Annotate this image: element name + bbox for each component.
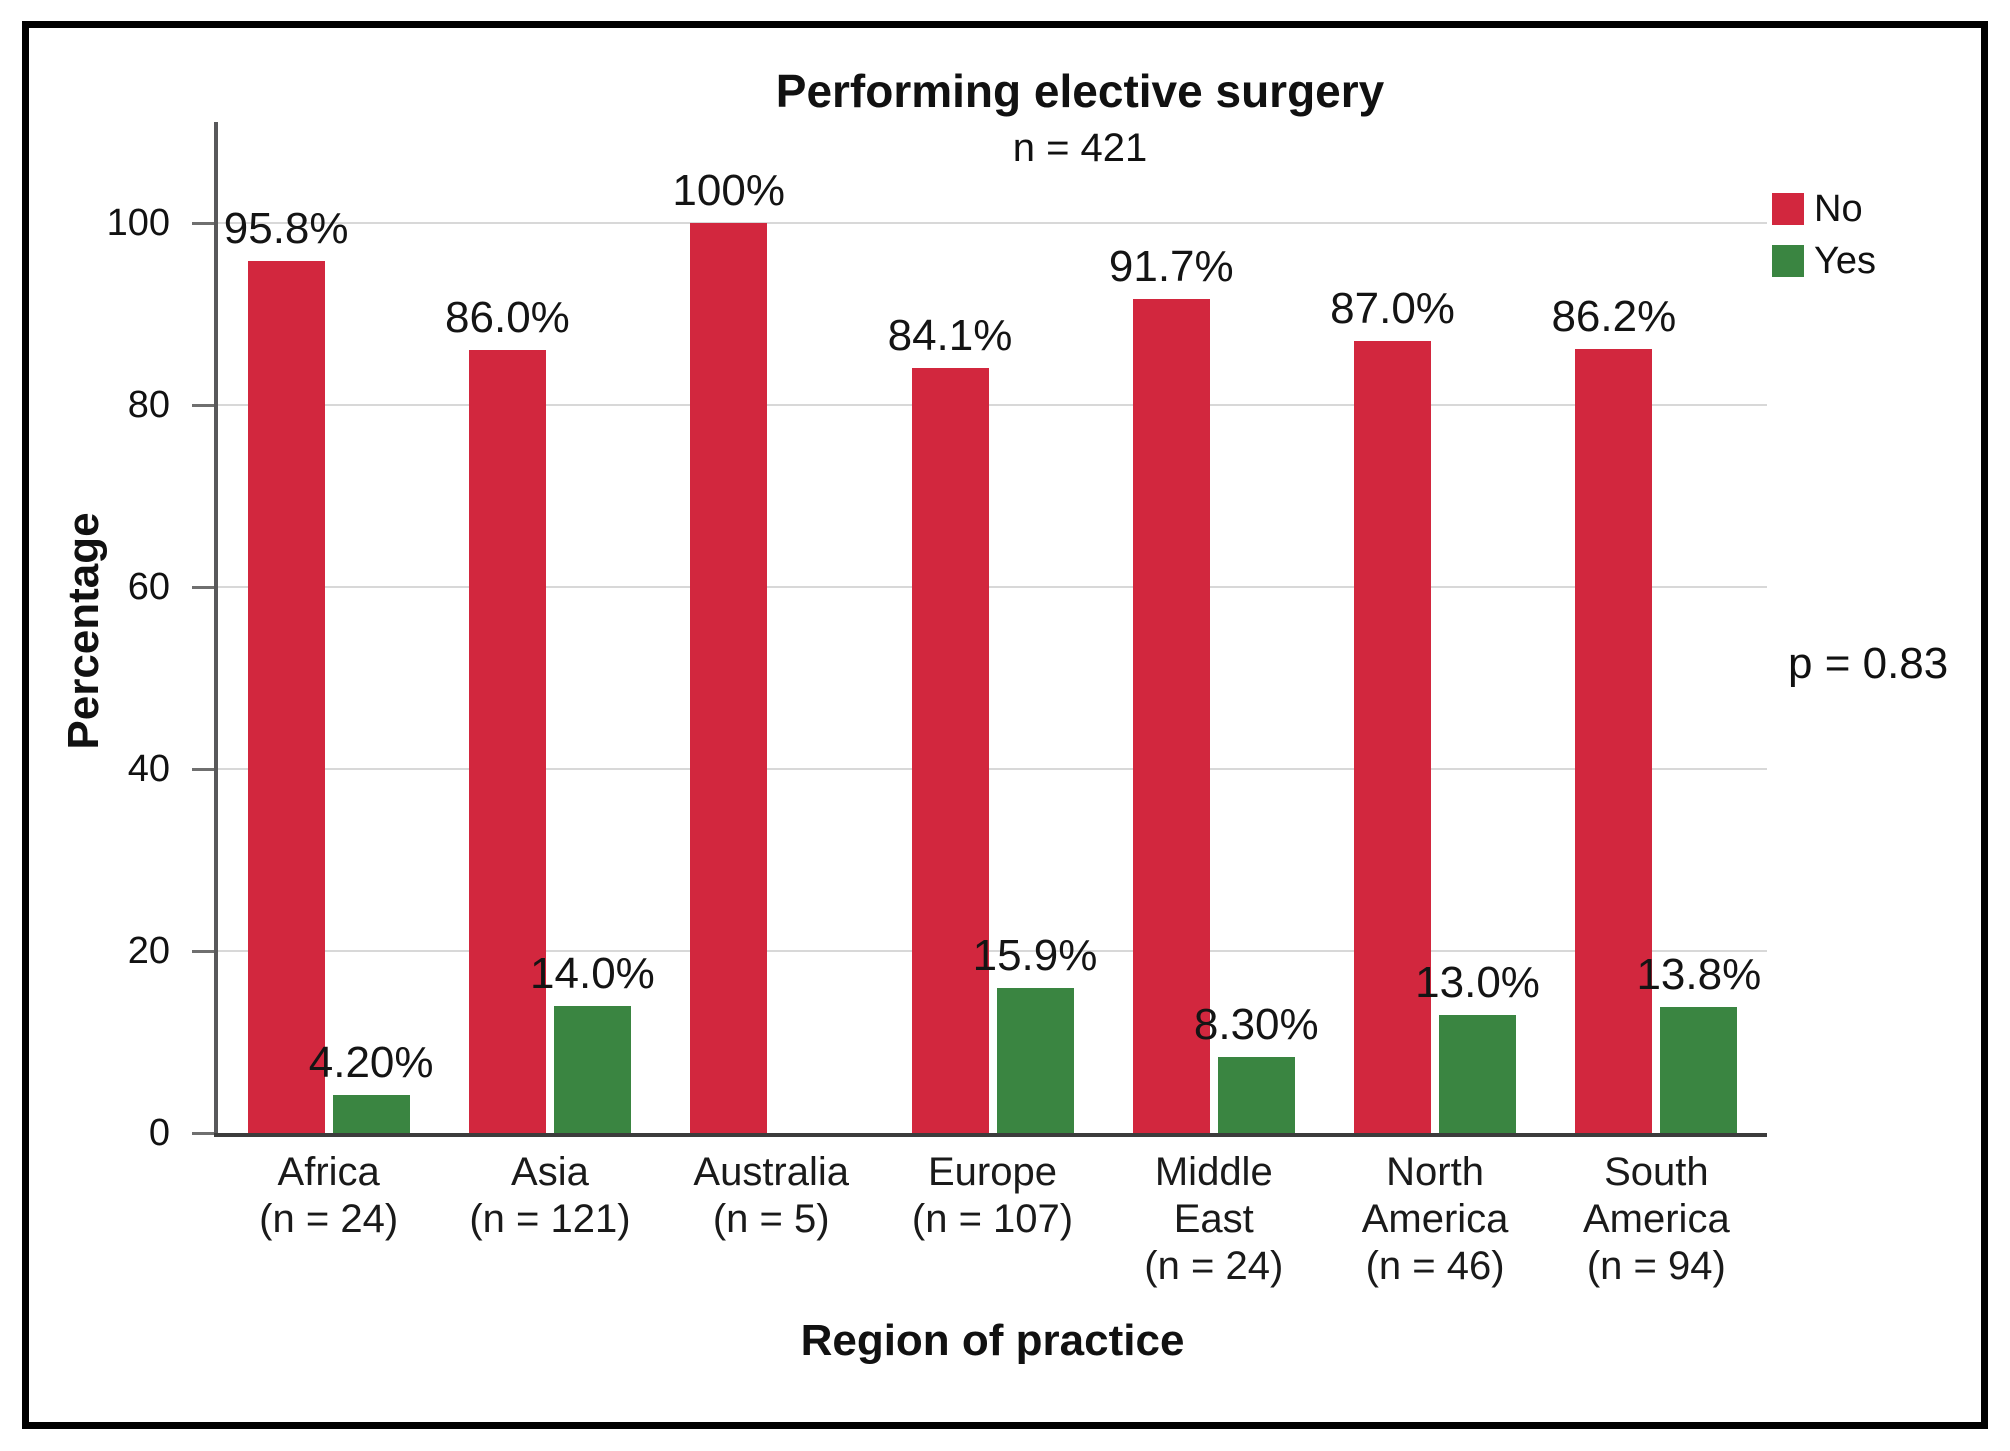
bar-yes: [553, 1005, 631, 1133]
legend-swatch-yes: [1772, 245, 1804, 277]
bar-value-label: 15.9%: [972, 931, 1098, 981]
bar-no: [1354, 341, 1432, 1133]
bar-no: [468, 350, 546, 1133]
bar-yes: [1660, 1007, 1738, 1133]
y-tick-label: 100: [106, 202, 170, 244]
x-axis-line: [214, 1133, 1767, 1137]
y-tick-label: 80: [127, 384, 170, 426]
x-category-label: South America (n = 94): [1582, 1150, 1730, 1289]
bar-value-label: 86.0%: [445, 293, 570, 343]
figure-border: [22, 21, 1988, 1429]
legend-swatch-no: [1772, 193, 1804, 225]
bar-no: [690, 223, 768, 1133]
bar-value-label: 95.8%: [223, 204, 349, 254]
bar-no: [911, 367, 989, 1133]
bar-value-label: 14.0%: [530, 948, 655, 998]
bar-value-label: 13.8%: [1636, 950, 1762, 1000]
y-gridline: [218, 768, 1767, 770]
y-tick-label: 40: [127, 748, 170, 790]
x-axis-title: Region of practice: [800, 1316, 1185, 1365]
y-tick-label: 0: [148, 1112, 170, 1154]
bar-value-label: 4.20%: [308, 1037, 434, 1087]
y-axis-title: Percentage: [59, 512, 108, 750]
x-category-label: Australia (n = 5): [693, 1150, 850, 1242]
chart-subtitle: n = 421: [1012, 126, 1148, 170]
bar-value-label: 87.0%: [1330, 284, 1455, 334]
y-tick-mark: [192, 767, 214, 771]
y-tick-label: 60: [127, 566, 170, 608]
x-category-label: North America (n = 46): [1361, 1150, 1509, 1289]
bar-value-label: 84.1%: [887, 310, 1013, 360]
y-tick-mark: [192, 221, 214, 225]
bar-value-label: 8.30%: [1193, 1000, 1319, 1050]
bar-no: [247, 261, 325, 1133]
x-category-label: Europe (n = 107): [911, 1150, 1074, 1242]
y-tick-mark: [192, 585, 214, 589]
y-gridline: [218, 950, 1767, 952]
x-category-label: Asia (n = 121): [469, 1150, 631, 1242]
legend: No Yes: [1772, 190, 1876, 280]
y-tick-mark: [192, 403, 214, 407]
x-category-label: Middle East (n = 24): [1144, 1150, 1284, 1289]
y-gridline: [218, 404, 1767, 406]
legend-label: No: [1814, 188, 1863, 230]
bar-value-label: 91.7%: [1108, 241, 1234, 291]
legend-item-no: No: [1772, 190, 1876, 228]
bar-yes: [332, 1094, 410, 1133]
bar-value-label: 100%: [672, 166, 785, 215]
y-axis-line: [214, 122, 218, 1137]
chart-title: Performing elective surgery: [775, 65, 1385, 117]
plot-area: 0 20 40 60 80 100 Africa (n = 24) 95.8% 4.20% Asi…: [107, 122, 1767, 1288]
legend-item-yes: Yes: [1772, 242, 1876, 280]
y-tick-label: 20: [127, 930, 170, 972]
bar-yes: [1439, 1014, 1517, 1133]
y-gridline: [218, 586, 1767, 588]
legend-label: Yes: [1814, 240, 1876, 282]
bar-no: [1132, 298, 1210, 1133]
bar-yes: [1217, 1057, 1295, 1133]
y-tick-mark: [192, 1131, 214, 1135]
bar-value-label: 13.0%: [1415, 957, 1540, 1007]
x-category-label: Africa (n = 24): [259, 1150, 399, 1242]
bar-value-label: 86.2%: [1551, 291, 1677, 341]
bar-yes: [996, 988, 1074, 1133]
p-value-annotation: p = 0.83: [1788, 639, 1949, 688]
bar-no: [1575, 348, 1653, 1133]
y-tick-mark: [192, 949, 214, 953]
y-gridline: [218, 222, 1767, 224]
